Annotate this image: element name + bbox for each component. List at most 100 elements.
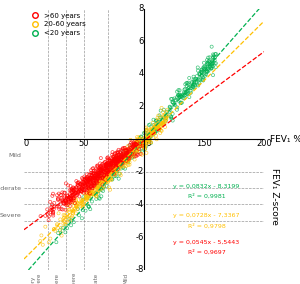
Point <box>86 184 91 189</box>
Point <box>187 85 191 90</box>
Point <box>83 196 88 201</box>
Point <box>120 146 125 151</box>
Point <box>172 102 176 106</box>
Point <box>164 117 169 122</box>
Point <box>160 120 165 125</box>
Point <box>148 140 153 145</box>
Point <box>108 161 113 166</box>
Point <box>125 150 130 155</box>
Point <box>87 179 92 184</box>
Point <box>202 60 206 65</box>
Point <box>85 196 90 200</box>
Point <box>126 151 131 156</box>
Point <box>104 163 109 167</box>
Point <box>69 207 74 212</box>
Point <box>185 88 190 93</box>
Point <box>183 90 188 95</box>
Point <box>62 191 67 195</box>
Point <box>117 160 122 164</box>
Point <box>71 196 76 201</box>
Point <box>78 200 83 205</box>
Point <box>89 170 94 175</box>
Point <box>68 192 72 196</box>
Point <box>106 169 111 173</box>
Point <box>97 171 101 175</box>
Point <box>156 123 161 128</box>
Point <box>116 154 121 159</box>
Point <box>159 124 164 129</box>
Point <box>117 159 122 163</box>
Point <box>102 173 107 177</box>
Point <box>85 196 90 200</box>
Point <box>209 62 214 66</box>
Point <box>119 166 124 171</box>
Point <box>95 181 100 185</box>
Point <box>63 222 68 227</box>
Point <box>110 157 114 161</box>
Point <box>211 55 215 60</box>
Point <box>88 190 92 195</box>
Point <box>95 165 100 169</box>
Point <box>71 185 76 190</box>
Point <box>104 164 109 168</box>
Point <box>163 125 167 129</box>
Point <box>112 152 117 156</box>
Point <box>113 159 118 164</box>
Point <box>97 174 102 179</box>
Point <box>125 151 130 156</box>
Point <box>109 164 114 169</box>
Point <box>175 95 180 99</box>
Text: Very
severe: Very severe <box>31 273 41 284</box>
Point <box>167 105 172 109</box>
Point <box>144 129 149 133</box>
Point <box>123 148 128 153</box>
Text: -2: -2 <box>136 167 144 176</box>
Point <box>113 159 118 163</box>
Point <box>99 166 104 170</box>
Point <box>71 187 76 191</box>
Point <box>142 141 147 145</box>
Point <box>91 166 96 170</box>
Point <box>162 120 167 125</box>
Point <box>80 200 85 205</box>
Point <box>135 152 140 157</box>
Point <box>105 165 110 169</box>
Point <box>124 148 129 153</box>
Point <box>108 187 112 192</box>
Point <box>96 177 100 181</box>
Point <box>132 154 137 159</box>
Point <box>97 178 102 183</box>
Point <box>146 140 151 145</box>
Point <box>56 205 61 209</box>
Point <box>70 193 75 197</box>
Point <box>134 148 139 153</box>
Point <box>74 179 79 183</box>
Point <box>92 168 97 173</box>
Point <box>130 154 135 158</box>
Point <box>71 188 76 193</box>
Point <box>179 93 184 98</box>
Point <box>104 180 109 185</box>
Point <box>58 230 63 235</box>
Point <box>140 143 145 148</box>
Point <box>141 145 146 150</box>
Point <box>145 136 150 140</box>
Point <box>139 143 143 148</box>
Point <box>87 176 92 180</box>
Point <box>176 95 181 99</box>
Point <box>154 137 159 141</box>
Point <box>63 194 68 199</box>
Legend: >60 years, 20-60 years, <20 years: >60 years, 20-60 years, <20 years <box>28 12 87 37</box>
Point <box>68 196 73 201</box>
Point <box>98 186 103 191</box>
Point <box>95 163 100 168</box>
Point <box>127 160 132 165</box>
Point <box>89 192 94 197</box>
Point <box>99 169 103 174</box>
Point <box>133 148 138 152</box>
Point <box>71 209 76 214</box>
Point <box>207 59 212 63</box>
Point <box>122 156 127 161</box>
Point <box>74 204 79 208</box>
Point <box>154 133 158 138</box>
